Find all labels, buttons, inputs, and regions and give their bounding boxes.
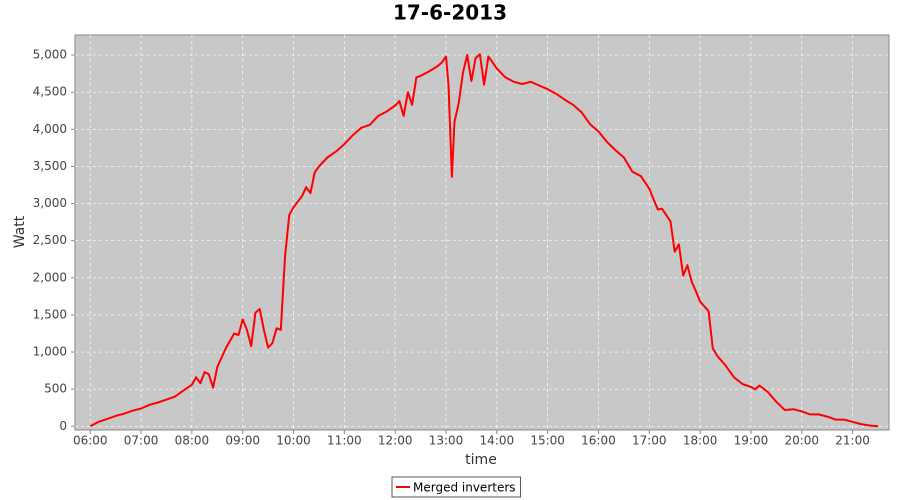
x-tick-label: 15:00 — [530, 434, 565, 448]
x-tick-label: 06:00 — [73, 434, 108, 448]
plot-area — [74, 34, 890, 431]
y-tick-label: 0 — [59, 419, 67, 433]
x-tick-label: 17:00 — [632, 434, 667, 448]
x-tick-label: 11:00 — [327, 434, 362, 448]
x-tick-label: 08:00 — [175, 434, 210, 448]
legend: Merged inverters — [391, 476, 522, 498]
y-tick-label: 2,000 — [33, 270, 67, 284]
x-tick-label: 13:00 — [429, 434, 464, 448]
legend-label: Merged inverters — [413, 481, 516, 495]
x-tick-label: 18:00 — [683, 434, 718, 448]
x-axis-label: time — [465, 452, 497, 468]
y-tick-label: 1,500 — [33, 307, 67, 321]
x-tick-label: 07:00 — [124, 434, 159, 448]
y-tick-label: 4,500 — [33, 85, 67, 99]
y-tick-label: 1,000 — [33, 345, 67, 359]
y-tick-label: 2,500 — [33, 233, 67, 247]
line — [89, 53, 879, 428]
y-tick-label: 500 — [44, 382, 67, 396]
legend-box — [391, 476, 522, 498]
x-tick-label: 16:00 — [581, 434, 616, 448]
x-tick-label: 19:00 — [734, 434, 769, 448]
x-tick-label: 21:00 — [835, 434, 870, 448]
x-tick-label: 12:00 — [378, 434, 413, 448]
y-tick-label: 3,000 — [33, 196, 67, 210]
y-tick-label: 3,500 — [33, 159, 67, 173]
y-tick-label: 4,000 — [33, 122, 67, 136]
chart-title: 17-6-2013 — [393, 1, 507, 25]
y-axis-label: Watt — [12, 215, 28, 248]
x-tick-label: 10:00 — [276, 434, 311, 448]
x-tick-label: 09:00 — [225, 434, 260, 448]
x-tick-label: 20:00 — [784, 434, 819, 448]
y-tick-label: 5,000 — [33, 48, 67, 62]
x-tick-label: 14:00 — [480, 434, 515, 448]
